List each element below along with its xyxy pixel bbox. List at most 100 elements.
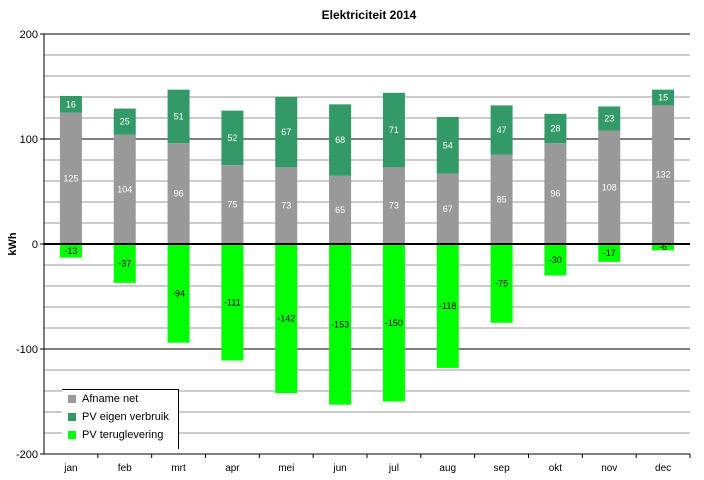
data-label-pv-teruglevering-jan: -13 (64, 246, 77, 256)
bar-pv-eigen-verbruik-apr (221, 110, 244, 166)
legend-swatch (68, 413, 76, 421)
bar-afname-net-jul (382, 167, 405, 244)
bar-pv-teruglevering-jan (59, 244, 82, 258)
data-label-pv-eigen-verbruik-jul: 71 (389, 125, 399, 135)
chart-title: Elektriciteit 2014 (322, 8, 417, 22)
data-label-afname-net-dec: 132 (656, 170, 671, 180)
gridlines (44, 33, 690, 434)
y-tick-label: -200 (16, 449, 38, 461)
data-label-pv-teruglevering-mei: -142 (277, 314, 295, 324)
legend-item-pv-terug: PV teruglevering (68, 426, 178, 444)
y-tick-label: 200 (20, 29, 38, 41)
bar-pv-eigen-verbruik-aug (436, 116, 459, 174)
data-label-pv-eigen-verbruik-mrt: 51 (174, 111, 184, 121)
bar-pv-teruglevering-aug (436, 244, 459, 368)
bar-pv-teruglevering-mrt (167, 244, 190, 343)
bar-pv-teruglevering-dec (652, 244, 675, 251)
bar-pv-teruglevering-feb (113, 244, 136, 283)
data-label-pv-eigen-verbruik-aug: 54 (443, 140, 453, 150)
bar-afname-net-mei (275, 167, 298, 244)
data-label-pv-eigen-verbruik-apr: 52 (227, 133, 237, 143)
x-tick-label: feb (118, 463, 132, 474)
data-label-afname-net-nov: 108 (602, 182, 617, 192)
x-tick-label: jul (388, 463, 399, 474)
data-label-afname-net-jan: 125 (63, 173, 78, 183)
data-label-pv-teruglevering-okt: -30 (549, 255, 562, 265)
data-label-pv-eigen-verbruik-feb: 25 (120, 117, 130, 127)
bar-pv-eigen-verbruik-jan (59, 95, 82, 113)
x-tick-label: jan (63, 463, 77, 474)
bar-afname-net-mrt (167, 143, 190, 244)
data-label-pv-teruglevering-apr: -111 (224, 297, 241, 307)
data-label-pv-teruglevering-mrt: -94 (172, 288, 185, 298)
bar-pv-teruglevering-sep (490, 244, 513, 323)
data-label-pv-eigen-verbruik-jun: 68 (335, 135, 345, 145)
bar-pv-eigen-verbruik-okt (544, 113, 567, 144)
bar-pv-teruglevering-mei (275, 244, 298, 394)
data-label-pv-teruglevering-nov: -17 (603, 248, 616, 258)
bar-pv-eigen-verbruik-sep (490, 105, 513, 155)
data-label-pv-teruglevering-dec: -6 (659, 242, 667, 252)
bar-pv-eigen-verbruik-jun (329, 104, 352, 176)
bar-afname-net-sep (490, 154, 513, 244)
data-label-pv-eigen-verbruik-jan: 16 (66, 99, 76, 109)
data-label-pv-eigen-verbruik-dec: 15 (658, 93, 668, 103)
bar-afname-net-jan (59, 112, 82, 244)
data-label-afname-net-mei: 73 (281, 201, 291, 211)
bar-afname-net-apr (221, 165, 244, 244)
data-label-pv-eigen-verbruik-okt: 28 (550, 124, 560, 134)
y-tick-labels: 200 100 0 -100 -200 (16, 29, 38, 461)
y-tick-label: -100 (16, 344, 38, 356)
legend: Afname net PV eigen verbruik PV teruglev… (62, 389, 179, 449)
bar-pv-teruglevering-jul (382, 244, 405, 402)
legend-label: PV teruglevering (82, 429, 164, 441)
y-tick-label: 100 (20, 134, 38, 146)
legend-label: Afname net (82, 393, 139, 405)
bar-pv-teruglevering-apr (221, 244, 244, 361)
data-label-afname-net-jul: 73 (389, 201, 399, 211)
bar-pv-eigen-verbruik-mei (275, 97, 298, 168)
data-label-pv-eigen-verbruik-mei: 67 (281, 127, 291, 137)
bar-pv-eigen-verbruik-jul (382, 92, 405, 168)
x-tick-label: sep (494, 463, 511, 474)
legend-item-pv-eigen: PV eigen verbruik (68, 408, 178, 426)
y-axis-label: kWh (7, 232, 19, 256)
axes (40, 33, 691, 458)
data-label-pv-eigen-verbruik-nov: 23 (604, 114, 614, 124)
bar-pv-eigen-verbruik-dec (652, 89, 675, 106)
data-label-pv-teruglevering-jun: -153 (331, 319, 349, 329)
x-tick-label: mei (278, 463, 294, 474)
data-label-afname-net-jun: 65 (335, 205, 345, 215)
bar-pv-teruglevering-nov (598, 244, 621, 262)
bar-afname-net-nov (598, 130, 621, 244)
bars: 125 16 -13 104 25 -37 96 51 -94 75 52 -111 73 67 -142 6… (59, 89, 675, 405)
legend-item-afname: Afname net (68, 390, 178, 408)
data-label-pv-teruglevering-aug: -118 (439, 301, 456, 311)
x-tick-labels: jan feb mrt apr mei jun jul aug sep okt nov dec (63, 463, 671, 474)
bar-pv-eigen-verbruik-mrt (167, 89, 190, 144)
legend-swatch (68, 395, 76, 403)
x-tick-label: dec (655, 463, 671, 474)
bar-afname-net-jun (329, 175, 352, 244)
x-tick-label: jun (332, 463, 346, 474)
x-tick-label: okt (549, 463, 563, 474)
x-tick-label: mrt (171, 463, 186, 474)
bar-afname-net-feb (113, 134, 136, 244)
data-label-pv-teruglevering-jul: -150 (385, 318, 403, 328)
x-tick-label: aug (439, 463, 456, 474)
data-label-afname-net-aug: 67 (443, 204, 453, 214)
data-label-afname-net-sep: 85 (497, 194, 507, 204)
bar-pv-eigen-verbruik-feb (113, 108, 136, 135)
y-tick-label: 0 (32, 239, 38, 251)
legend-swatch (68, 431, 76, 439)
legend-label: PV eigen verbruik (82, 411, 169, 423)
bar-pv-eigen-verbruik-nov (598, 106, 621, 131)
data-label-pv-teruglevering-sep: -75 (495, 278, 508, 288)
data-label-afname-net-feb: 104 (117, 184, 132, 194)
data-label-pv-teruglevering-feb: -37 (118, 258, 131, 268)
bar-pv-teruglevering-jun (329, 244, 352, 405)
bar-afname-net-dec (652, 105, 675, 245)
data-label-pv-eigen-verbruik-sep: 47 (497, 125, 507, 135)
x-tick-label: apr (225, 463, 240, 474)
bar-afname-net-okt (544, 143, 567, 244)
